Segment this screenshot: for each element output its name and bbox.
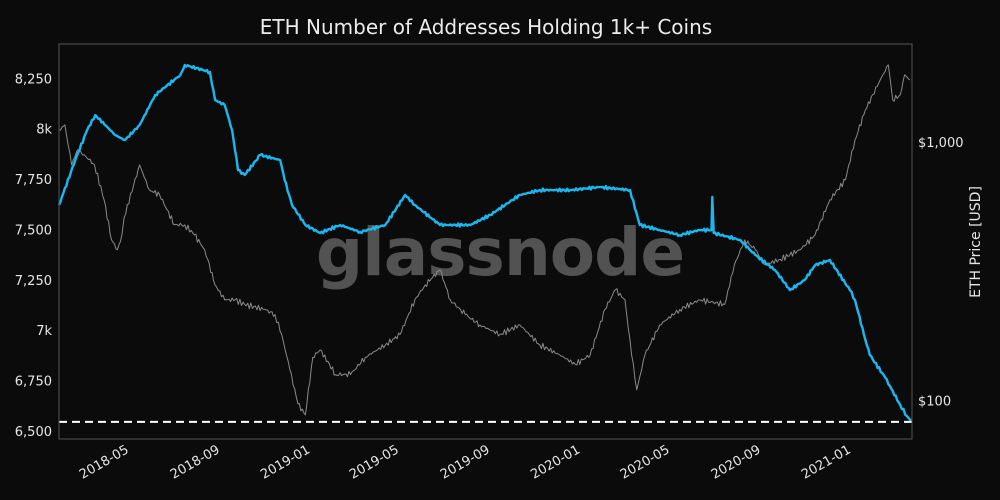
y2-tick-label: $100 <box>918 395 951 410</box>
y-tick-label: 7,500 <box>15 223 52 238</box>
y-tick-label: 6,500 <box>15 425 52 440</box>
y2-tick-label: $1,000 <box>918 136 964 151</box>
plot-frame <box>58 43 913 440</box>
y-tick-label: 6,750 <box>15 375 52 390</box>
addresses-line <box>57 63 913 423</box>
y-tick-label: 8,250 <box>15 72 52 87</box>
y-tick-label: 8k <box>36 123 52 138</box>
right-axis-label: ETH Price [USD] <box>968 186 984 298</box>
glassnode-watermark: glassnode <box>316 214 684 291</box>
left-axis: 6,500 6,750 7k 7,250 7,500 7,750 8k 8,250 <box>15 72 53 440</box>
series-layer <box>57 63 913 423</box>
y-tick-label: 7,250 <box>15 274 52 289</box>
chart-title: ETH Number of Addresses Holding 1k+ Coin… <box>260 15 712 39</box>
y-tick-label: 7k <box>36 324 52 339</box>
right-axis: $100 $1,000 <box>918 136 964 410</box>
eth-price-line <box>58 64 911 416</box>
y-tick-label: 7,750 <box>15 173 52 188</box>
